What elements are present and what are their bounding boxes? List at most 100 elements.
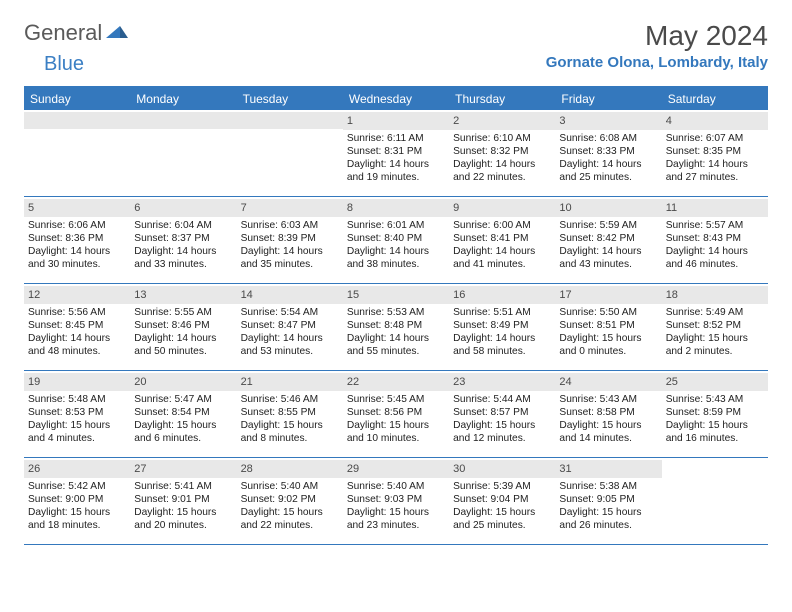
day1-text: Daylight: 15 hours xyxy=(559,419,657,432)
day-number: 23 xyxy=(449,373,555,391)
sunset-text: Sunset: 8:59 PM xyxy=(666,406,764,419)
day-number: 24 xyxy=(555,373,661,391)
day-content: Sunrise: 6:06 AMSunset: 8:36 PMDaylight:… xyxy=(28,219,126,271)
day2-text: and 46 minutes. xyxy=(666,258,764,271)
sunrise-text: Sunrise: 6:04 AM xyxy=(134,219,232,232)
day2-text: and 0 minutes. xyxy=(559,345,657,358)
day-of-week-cell: Monday xyxy=(130,88,236,110)
sunset-text: Sunset: 8:53 PM xyxy=(28,406,126,419)
day-number: 14 xyxy=(237,286,343,304)
sunrise-text: Sunrise: 5:44 AM xyxy=(453,393,551,406)
week-row: 1Sunrise: 6:11 AMSunset: 8:31 PMDaylight… xyxy=(24,110,768,197)
sunrise-text: Sunrise: 6:11 AM xyxy=(347,132,445,145)
sunrise-text: Sunrise: 5:47 AM xyxy=(134,393,232,406)
day-number: 31 xyxy=(555,460,661,478)
sunset-text: Sunset: 8:52 PM xyxy=(666,319,764,332)
day2-text: and 48 minutes. xyxy=(28,345,126,358)
day-cell: 5Sunrise: 6:06 AMSunset: 8:36 PMDaylight… xyxy=(24,197,130,283)
sunset-text: Sunset: 8:33 PM xyxy=(559,145,657,158)
day-number: 19 xyxy=(24,373,130,391)
week-row: 5Sunrise: 6:06 AMSunset: 8:36 PMDaylight… xyxy=(24,197,768,284)
day-cell: 1Sunrise: 6:11 AMSunset: 8:31 PMDaylight… xyxy=(343,110,449,196)
sunset-text: Sunset: 8:42 PM xyxy=(559,232,657,245)
sunset-text: Sunset: 8:45 PM xyxy=(28,319,126,332)
day1-text: Daylight: 14 hours xyxy=(134,245,232,258)
day1-text: Daylight: 14 hours xyxy=(453,245,551,258)
day-cell: 3Sunrise: 6:08 AMSunset: 8:33 PMDaylight… xyxy=(555,110,661,196)
day-content: Sunrise: 5:59 AMSunset: 8:42 PMDaylight:… xyxy=(559,219,657,271)
day2-text: and 12 minutes. xyxy=(453,432,551,445)
day2-text: and 23 minutes. xyxy=(347,519,445,532)
day-cell: 31Sunrise: 5:38 AMSunset: 9:05 PMDayligh… xyxy=(555,458,661,544)
day-content: Sunrise: 5:45 AMSunset: 8:56 PMDaylight:… xyxy=(347,393,445,445)
sunset-text: Sunset: 8:49 PM xyxy=(453,319,551,332)
day-cell xyxy=(237,110,343,196)
day1-text: Daylight: 14 hours xyxy=(347,158,445,171)
day-cell: 22 Sunrise: 5:45 AMSunset: 8:56 PMDayligh… xyxy=(343,371,449,457)
day-number: 22 xyxy=(343,373,449,391)
day1-text: Daylight: 15 hours xyxy=(559,506,657,519)
day-content: Sunrise: 5:57 AMSunset: 8:43 PMDaylight:… xyxy=(666,219,764,271)
sunrise-text: Sunrise: 5:59 AM xyxy=(559,219,657,232)
day-content: Sunrise: 6:11 AMSunset: 8:31 PMDaylight:… xyxy=(347,132,445,184)
sunrise-text: Sunrise: 6:00 AM xyxy=(453,219,551,232)
day-cell: 14Sunrise: 5:54 AMSunset: 8:47 PMDayligh… xyxy=(237,284,343,370)
day1-text: Daylight: 15 hours xyxy=(453,419,551,432)
day2-text: and 4 minutes. xyxy=(28,432,126,445)
day-content: Sunrise: 5:39 AMSunset: 9:04 PMDaylight:… xyxy=(453,480,551,532)
day-number: 17 xyxy=(555,286,661,304)
sunrise-text: Sunrise: 6:01 AM xyxy=(347,219,445,232)
day-number: 6 xyxy=(130,199,236,217)
day-number: 28 xyxy=(237,460,343,478)
sunrise-text: Sunrise: 5:55 AM xyxy=(134,306,232,319)
day-content: Sunrise: 5:42 AMSunset: 9:00 PMDaylight:… xyxy=(28,480,126,532)
day-content: Sunrise: 5:55 AMSunset: 8:46 PMDaylight:… xyxy=(134,306,232,358)
sunset-text: Sunset: 8:40 PM xyxy=(347,232,445,245)
day2-text: and 25 minutes. xyxy=(453,519,551,532)
sunrise-text: Sunrise: 5:41 AM xyxy=(134,480,232,493)
sunset-text: Sunset: 8:37 PM xyxy=(134,232,232,245)
sunset-text: Sunset: 9:00 PM xyxy=(28,493,126,506)
week-row: 12Sunrise: 5:56 AMSunset: 8:45 PMDayligh… xyxy=(24,284,768,371)
day-number: 20 xyxy=(130,373,236,391)
day2-text: and 58 minutes. xyxy=(453,345,551,358)
day1-text: Daylight: 15 hours xyxy=(28,419,126,432)
sunrise-text: Sunrise: 6:08 AM xyxy=(559,132,657,145)
day-content: Sunrise: 5:41 AMSunset: 9:01 PMDaylight:… xyxy=(134,480,232,532)
day-number: 16 xyxy=(449,286,555,304)
sunrise-text: Sunrise: 5:42 AM xyxy=(28,480,126,493)
day-cell: 8Sunrise: 6:01 AMSunset: 8:40 PMDaylight… xyxy=(343,197,449,283)
day1-text: Daylight: 15 hours xyxy=(134,419,232,432)
day2-text: and 50 minutes. xyxy=(134,345,232,358)
sunrise-text: Sunrise: 5:39 AM xyxy=(453,480,551,493)
day1-text: Daylight: 14 hours xyxy=(347,332,445,345)
sunset-text: Sunset: 8:39 PM xyxy=(241,232,339,245)
day-number: 25 xyxy=(662,373,768,391)
day1-text: Daylight: 14 hours xyxy=(666,158,764,171)
day2-text: and 35 minutes. xyxy=(241,258,339,271)
week-row: 19Sunrise: 5:48 AMSunset: 8:53 PMDayligh… xyxy=(24,371,768,458)
day-content: Sunrise: 6:07 AMSunset: 8:35 PMDaylight:… xyxy=(666,132,764,184)
day2-text: and 6 minutes. xyxy=(134,432,232,445)
sunrise-text: Sunrise: 5:43 AM xyxy=(666,393,764,406)
sunset-text: Sunset: 8:56 PM xyxy=(347,406,445,419)
day-of-week-cell: Saturday xyxy=(662,88,768,110)
day2-text: and 26 minutes. xyxy=(559,519,657,532)
sunrise-text: Sunrise: 5:53 AM xyxy=(347,306,445,319)
day2-text: and 8 minutes. xyxy=(241,432,339,445)
day-number: 18 xyxy=(662,286,768,304)
day-content: Sunrise: 5:40 AMSunset: 9:03 PMDaylight:… xyxy=(347,480,445,532)
sunrise-text: Sunrise: 5:48 AM xyxy=(28,393,126,406)
day2-text: and 27 minutes. xyxy=(666,171,764,184)
sunset-text: Sunset: 8:54 PM xyxy=(134,406,232,419)
sunset-text: Sunset: 8:48 PM xyxy=(347,319,445,332)
day2-text: and 14 minutes. xyxy=(559,432,657,445)
day-cell: 23Sunrise: 5:44 AMSunset: 8:57 PMDayligh… xyxy=(449,371,555,457)
day-cell: 16Sunrise: 5:51 AMSunset: 8:49 PMDayligh… xyxy=(449,284,555,370)
day-content: Sunrise: 6:00 AMSunset: 8:41 PMDaylight:… xyxy=(453,219,551,271)
day-content: Sunrise: 5:43 AMSunset: 8:58 PMDaylight:… xyxy=(559,393,657,445)
day1-text: Daylight: 14 hours xyxy=(28,332,126,345)
day2-text: and 33 minutes. xyxy=(134,258,232,271)
month-title: May 2024 xyxy=(546,20,768,52)
day-content: Sunrise: 5:56 AMSunset: 8:45 PMDaylight:… xyxy=(28,306,126,358)
